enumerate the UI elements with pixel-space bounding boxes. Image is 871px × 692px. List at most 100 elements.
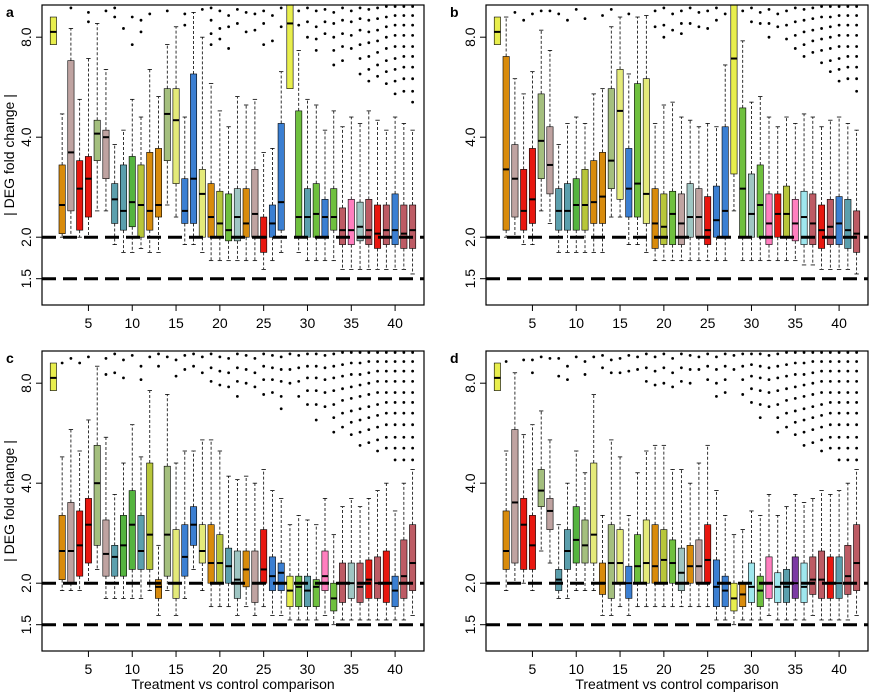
plot-frame — [485, 4, 869, 306]
box-40 — [391, 5, 399, 270]
outlier-point — [209, 366, 213, 370]
outlier-point — [758, 376, 762, 380]
box-body — [511, 429, 519, 564]
box-13 — [155, 96, 162, 253]
outlier-point — [306, 403, 309, 406]
outlier-point — [376, 351, 379, 354]
panel-letter: d — [450, 350, 459, 366]
outlier-point — [402, 55, 406, 58]
outlier-point — [262, 43, 266, 46]
outlier-point — [811, 351, 815, 354]
outlier-point — [855, 411, 859, 415]
outlier-point — [297, 9, 301, 13]
outlier-point — [367, 416, 371, 420]
outlier-point — [402, 446, 406, 450]
outlier-point — [235, 380, 239, 383]
outlier-point — [393, 45, 397, 48]
outlier-point — [837, 57, 841, 60]
panel-letter: a — [6, 4, 14, 20]
box-29 — [295, 353, 303, 621]
outlier-point — [671, 12, 675, 16]
outlier-point — [376, 17, 379, 21]
outlier-point — [697, 355, 701, 359]
box-body — [321, 199, 329, 238]
box-body — [400, 204, 408, 249]
outlier-point — [227, 14, 231, 17]
box-2 — [502, 360, 510, 591]
outlier-point — [828, 369, 832, 373]
outlier-point — [341, 32, 344, 36]
box-body — [382, 204, 390, 245]
outlier-point — [411, 77, 415, 81]
outlier-point — [262, 364, 266, 368]
outlier-point — [411, 401, 415, 404]
box-34 — [783, 9, 790, 262]
outlier-point — [411, 45, 415, 48]
box-15 — [616, 357, 624, 608]
outlier-point — [715, 18, 718, 22]
outlier-point — [758, 11, 762, 14]
box-body — [330, 188, 338, 231]
outlier-point — [130, 43, 134, 46]
outlier-point — [306, 352, 309, 356]
outlier-point — [367, 428, 371, 431]
outlier-point — [244, 11, 248, 14]
box-body — [502, 510, 510, 570]
box-42 — [853, 351, 861, 616]
outlier-point — [376, 360, 379, 363]
box-10 — [572, 355, 580, 591]
outlier-point — [358, 6, 362, 10]
outlier-point — [288, 381, 292, 385]
outlier-point — [671, 28, 675, 32]
box-11 — [581, 17, 589, 253]
box-body — [809, 193, 817, 245]
outlier-point — [855, 45, 859, 48]
x-tick-label: 35 — [787, 315, 803, 331]
outlier-point — [820, 27, 823, 30]
y-tick-label: 8.0 — [462, 27, 478, 47]
outlier-point — [820, 37, 823, 41]
outlier-point — [776, 416, 780, 420]
outlier-point — [706, 364, 710, 368]
panel-c: 1.5 2.0 4.0 8.0 5 10 15 20 25 30 35 40 c | DEG fold c… — [1, 350, 425, 692]
outlier-point — [592, 355, 596, 359]
outlier-point — [776, 12, 780, 16]
outlier-point — [306, 389, 309, 392]
outlier-point — [271, 378, 274, 382]
box-5 — [84, 355, 92, 584]
panel-d: 1.5 2.0 4.0 8.0 5 10 15 20 25 30 35 40 d Treatment vs… — [450, 350, 869, 692]
box-7 — [102, 9, 110, 212]
outlier-point — [358, 383, 362, 387]
outlier-point — [601, 366, 604, 370]
y-tick-label: 2.0 — [18, 573, 34, 593]
outlier-point — [384, 35, 388, 39]
box-body — [120, 164, 127, 231]
box-13 — [155, 352, 162, 616]
outlier-point — [715, 395, 718, 398]
outlier-point — [855, 89, 859, 93]
outlier-point — [358, 407, 362, 411]
outlier-point — [820, 391, 823, 394]
outlier-point — [855, 360, 859, 363]
box-24 — [695, 11, 703, 262]
outlier-point — [767, 366, 771, 370]
outlier-point — [522, 358, 526, 362]
box-16 — [181, 353, 189, 599]
box-28 — [286, 352, 294, 621]
outlier-point — [332, 352, 336, 356]
outlier-point — [671, 371, 675, 375]
outlier-point — [393, 391, 397, 394]
outlier-point — [358, 373, 362, 376]
outlier-point — [574, 7, 578, 11]
box-20 — [660, 6, 668, 262]
box-body — [818, 550, 826, 599]
outlier-point — [332, 22, 336, 25]
box-body — [511, 144, 519, 218]
outlier-point — [776, 364, 780, 368]
outlier-point — [384, 351, 388, 354]
outlier-point — [165, 355, 169, 359]
box-body — [704, 524, 712, 584]
outlier-point — [688, 368, 692, 371]
box-27 — [721, 352, 729, 621]
outlier-point — [297, 380, 301, 383]
